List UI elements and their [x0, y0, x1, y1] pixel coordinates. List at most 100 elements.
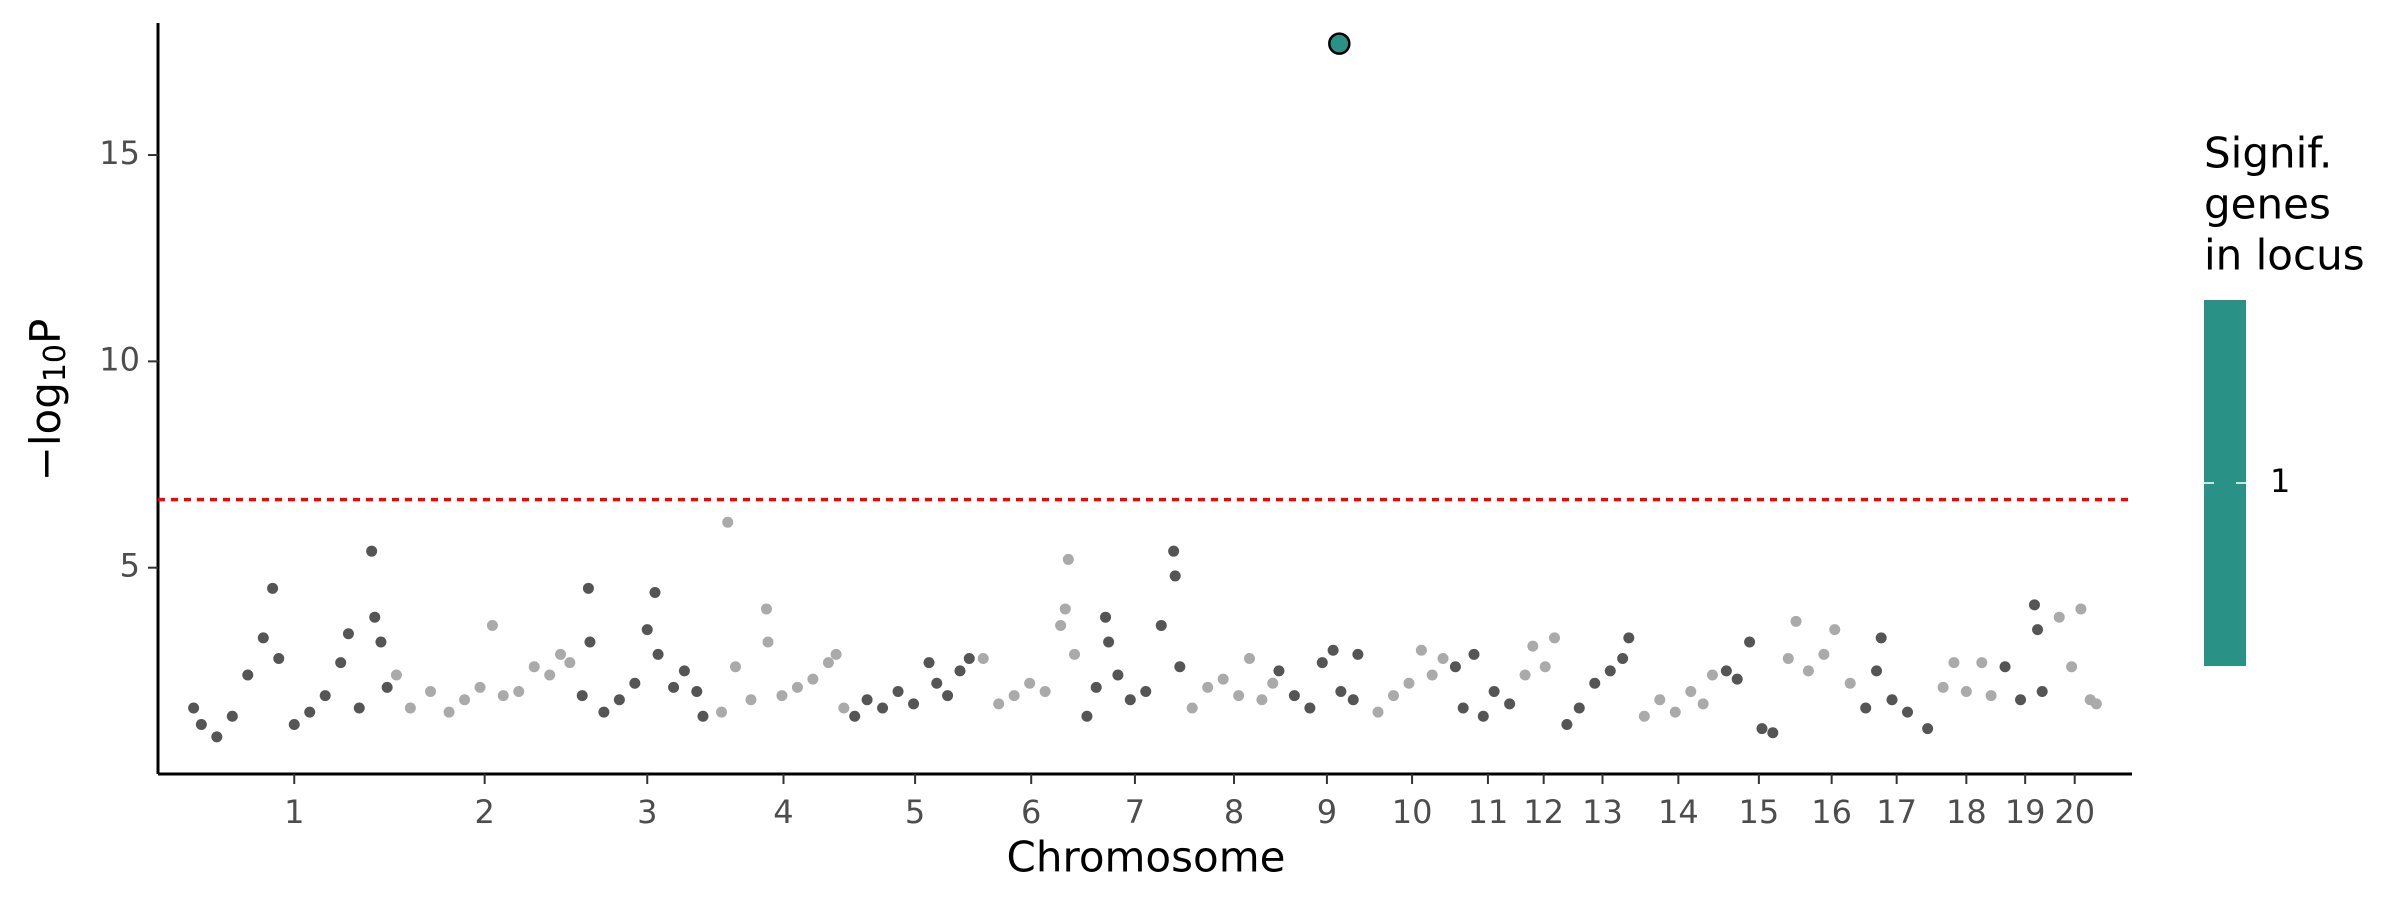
snp-point: [1124, 694, 1136, 706]
snp-point: [1090, 681, 1102, 693]
x-tick-label: 13: [1582, 793, 1623, 831]
snp-point: [745, 694, 757, 706]
x-tick-label: 10: [1392, 793, 1433, 831]
snp-point: [1217, 673, 1229, 685]
x-tick-label: 12: [1523, 793, 1564, 831]
x-tick-label: 18: [1946, 793, 1987, 831]
snp-point: [582, 582, 594, 594]
snp-point: [2032, 624, 2044, 636]
snp-point: [353, 702, 365, 714]
x-tick-label: 9: [1317, 793, 1337, 831]
snp-point: [993, 698, 1005, 710]
snp-point: [2028, 599, 2040, 611]
snp-point: [892, 685, 904, 697]
snp-point: [722, 516, 734, 528]
snp-point: [1327, 644, 1339, 656]
snp-point: [1155, 619, 1167, 631]
snp-point: [528, 661, 540, 673]
snp-point: [1112, 669, 1124, 681]
snp-point: [1233, 690, 1245, 702]
snp-point: [1387, 690, 1399, 702]
snp-point: [1654, 694, 1666, 706]
snp-point: [1527, 640, 1539, 652]
snp-point: [1347, 694, 1359, 706]
snp-point: [273, 652, 285, 664]
snp-point: [691, 685, 703, 697]
snp-point: [1697, 698, 1709, 710]
snp-point: [2036, 685, 2048, 697]
snp-point: [977, 652, 989, 664]
x-tick-label: 2: [474, 793, 494, 831]
snp-point: [1256, 694, 1268, 706]
snp-point: [211, 731, 223, 743]
snp-point: [1818, 648, 1830, 660]
x-tick-label: 3: [637, 793, 657, 831]
snp-point: [598, 706, 610, 718]
snp-point: [1267, 677, 1279, 689]
snp-point: [1062, 553, 1074, 565]
snp-point: [1573, 702, 1585, 714]
snp-point: [474, 681, 486, 693]
x-tick-label: 20: [2054, 793, 2095, 831]
snp-point: [1617, 652, 1629, 664]
snp-point: [1519, 669, 1531, 681]
snp-point: [1976, 657, 1988, 669]
snp-point: [555, 648, 567, 660]
x-tick-label: 11: [1468, 793, 1509, 831]
x-tick-label: 19: [2005, 793, 2046, 831]
snp-point: [1449, 661, 1461, 673]
snp-point: [729, 661, 741, 673]
snp-point: [1960, 685, 1972, 697]
y-axis-title-sub: 10: [38, 344, 73, 382]
snp-point: [1140, 685, 1152, 697]
snp-point: [1623, 632, 1635, 644]
snp-point: [1168, 545, 1180, 557]
snp-point: [613, 694, 625, 706]
snp-point: [1244, 652, 1256, 664]
snp-point: [1685, 685, 1697, 697]
snp-point: [1720, 665, 1732, 677]
snp-point: [1059, 603, 1071, 615]
snp-point: [838, 702, 850, 714]
snp-point: [652, 648, 664, 660]
snp-point: [369, 611, 381, 623]
snp-point: [459, 694, 471, 706]
snp-point: [390, 669, 402, 681]
snp-point: [375, 636, 387, 648]
snp-point: [1902, 706, 1914, 718]
snp-point: [381, 681, 393, 693]
snp-point: [1669, 706, 1681, 718]
x-tick-label: 14: [1658, 793, 1699, 831]
snp-point: [2090, 698, 2102, 710]
snp-point: [288, 718, 300, 730]
snp-point: [1860, 702, 1872, 714]
snp-point: [1937, 681, 1949, 693]
snp-point: [2015, 694, 2027, 706]
snp-point: [2075, 603, 2087, 615]
snp-point: [963, 652, 975, 664]
x-tick-label: 6: [1021, 793, 1041, 831]
significant-point: [1328, 32, 1351, 55]
snp-point: [257, 632, 269, 644]
x-tick-label: 17: [1876, 793, 1917, 831]
legend-title: genes: [2204, 180, 2331, 229]
snp-point: [304, 706, 316, 718]
snp-point: [544, 669, 556, 681]
snp-point: [564, 657, 576, 669]
snp-point: [2053, 611, 2065, 623]
snp-point: [762, 636, 774, 648]
snp-point: [1024, 677, 1036, 689]
snp-point: [849, 710, 861, 722]
snp-point: [1081, 710, 1093, 722]
x-tick-label: 7: [1125, 793, 1145, 831]
snp-point: [188, 702, 200, 714]
snp-point: [791, 681, 803, 693]
y-tick-label: 5: [120, 547, 140, 585]
x-tick-label: 8: [1224, 793, 1244, 831]
snp-point: [1103, 636, 1115, 648]
snp-point: [1273, 665, 1285, 677]
snp-point: [1039, 685, 1051, 697]
snp-point: [242, 669, 254, 681]
snp-point: [1844, 677, 1856, 689]
snp-point: [1415, 644, 1427, 656]
